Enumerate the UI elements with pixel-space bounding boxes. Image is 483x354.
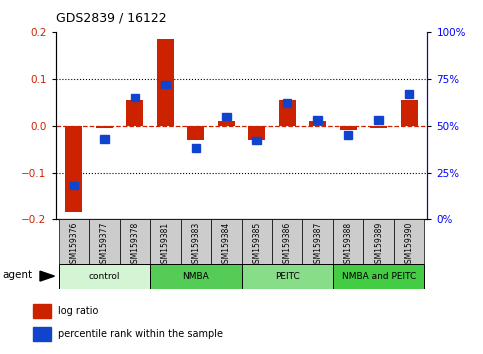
Bar	[394, 219, 425, 264]
Text: GSM159390: GSM159390	[405, 222, 413, 268]
Text: PEITC: PEITC	[275, 272, 299, 281]
Bar	[283, 99, 292, 107]
Bar	[96, 126, 113, 128]
Bar	[279, 100, 296, 126]
Bar	[100, 135, 109, 143]
Bar	[370, 126, 387, 128]
Bar	[248, 126, 265, 140]
Bar	[313, 116, 322, 124]
Bar	[405, 90, 413, 98]
Bar	[181, 219, 211, 264]
Text: GSM159385: GSM159385	[252, 222, 261, 268]
Text: control: control	[88, 272, 120, 281]
Bar	[161, 81, 170, 88]
Bar	[150, 219, 181, 264]
Text: GSM159377: GSM159377	[100, 222, 109, 268]
Polygon shape	[40, 271, 55, 281]
Text: GSM159376: GSM159376	[70, 222, 78, 268]
Bar	[33, 304, 51, 318]
Text: GSM159386: GSM159386	[283, 222, 292, 268]
Text: GSM159378: GSM159378	[130, 222, 139, 268]
Bar	[309, 121, 326, 126]
Bar	[401, 100, 417, 126]
Text: NMBA: NMBA	[183, 272, 209, 281]
Bar	[157, 39, 174, 126]
Bar	[58, 219, 89, 264]
Bar	[333, 264, 425, 289]
Text: GSM159387: GSM159387	[313, 222, 322, 268]
Text: GSM159381: GSM159381	[161, 222, 170, 268]
Bar	[340, 126, 356, 130]
Bar	[363, 219, 394, 264]
Bar	[333, 219, 363, 264]
Text: NMBA and PEITC: NMBA and PEITC	[341, 272, 416, 281]
Bar	[70, 182, 78, 189]
Bar	[253, 137, 261, 144]
Bar	[187, 126, 204, 140]
Bar	[127, 100, 143, 126]
Bar	[150, 264, 242, 289]
Bar	[242, 264, 333, 289]
Text: percentile rank within the sample: percentile rank within the sample	[58, 329, 223, 339]
Bar	[211, 219, 242, 264]
Bar	[191, 144, 200, 152]
Text: GSM159383: GSM159383	[191, 222, 200, 268]
Text: GSM159388: GSM159388	[344, 222, 353, 268]
Text: agent: agent	[3, 270, 33, 280]
Bar	[242, 219, 272, 264]
Bar	[120, 219, 150, 264]
Bar	[58, 264, 150, 289]
Bar	[272, 219, 302, 264]
Bar	[344, 131, 353, 139]
Bar	[218, 121, 235, 126]
Text: GDS2839 / 16122: GDS2839 / 16122	[56, 12, 166, 25]
Bar	[33, 327, 51, 341]
Text: log ratio: log ratio	[58, 306, 98, 316]
Text: GSM159389: GSM159389	[374, 222, 383, 268]
Bar	[302, 219, 333, 264]
Text: GSM159384: GSM159384	[222, 222, 231, 268]
Bar	[222, 113, 230, 120]
Bar	[89, 219, 120, 264]
Bar	[130, 94, 139, 101]
Bar	[66, 126, 82, 212]
Bar	[374, 116, 383, 124]
